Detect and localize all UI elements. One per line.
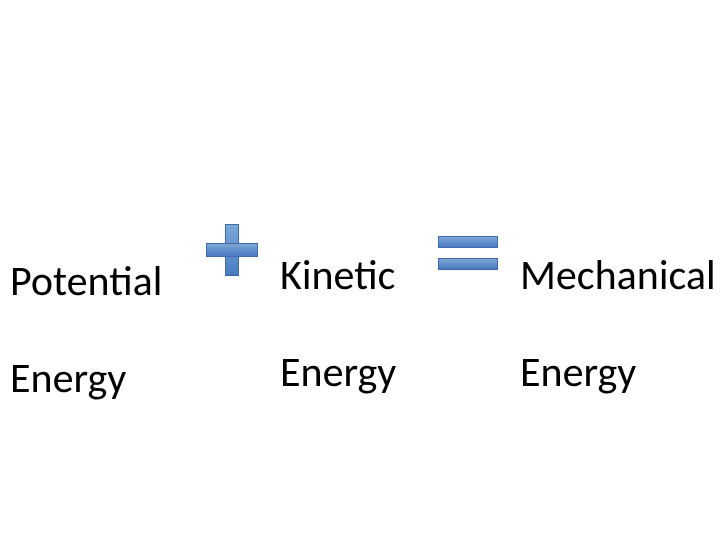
term-mechanical-line1: Mechanical: [520, 250, 716, 301]
term-potential-line1: Potential: [10, 256, 162, 307]
term-kinetic-line2: Energy: [280, 347, 396, 398]
term-kinetic-energy: Kinetic Energy: [280, 204, 396, 397]
term-mechanical-energy: Mechanical Energy: [520, 204, 716, 397]
equals-icon: [438, 236, 498, 270]
term-kinetic-line1: Kinetic: [280, 250, 395, 301]
diagram-canvas: Potential Energy Kinetic Energy Mechanic…: [0, 0, 720, 540]
term-potential-line2: Energy: [10, 353, 126, 404]
term-potential-energy: Potential Energy: [10, 210, 162, 403]
plus-horizontal-bar: [206, 243, 258, 257]
plus-icon: [206, 224, 258, 276]
term-mechanical-line2: Energy: [520, 347, 636, 398]
equals-bottom-bar: [438, 258, 498, 270]
equals-top-bar: [438, 236, 498, 248]
